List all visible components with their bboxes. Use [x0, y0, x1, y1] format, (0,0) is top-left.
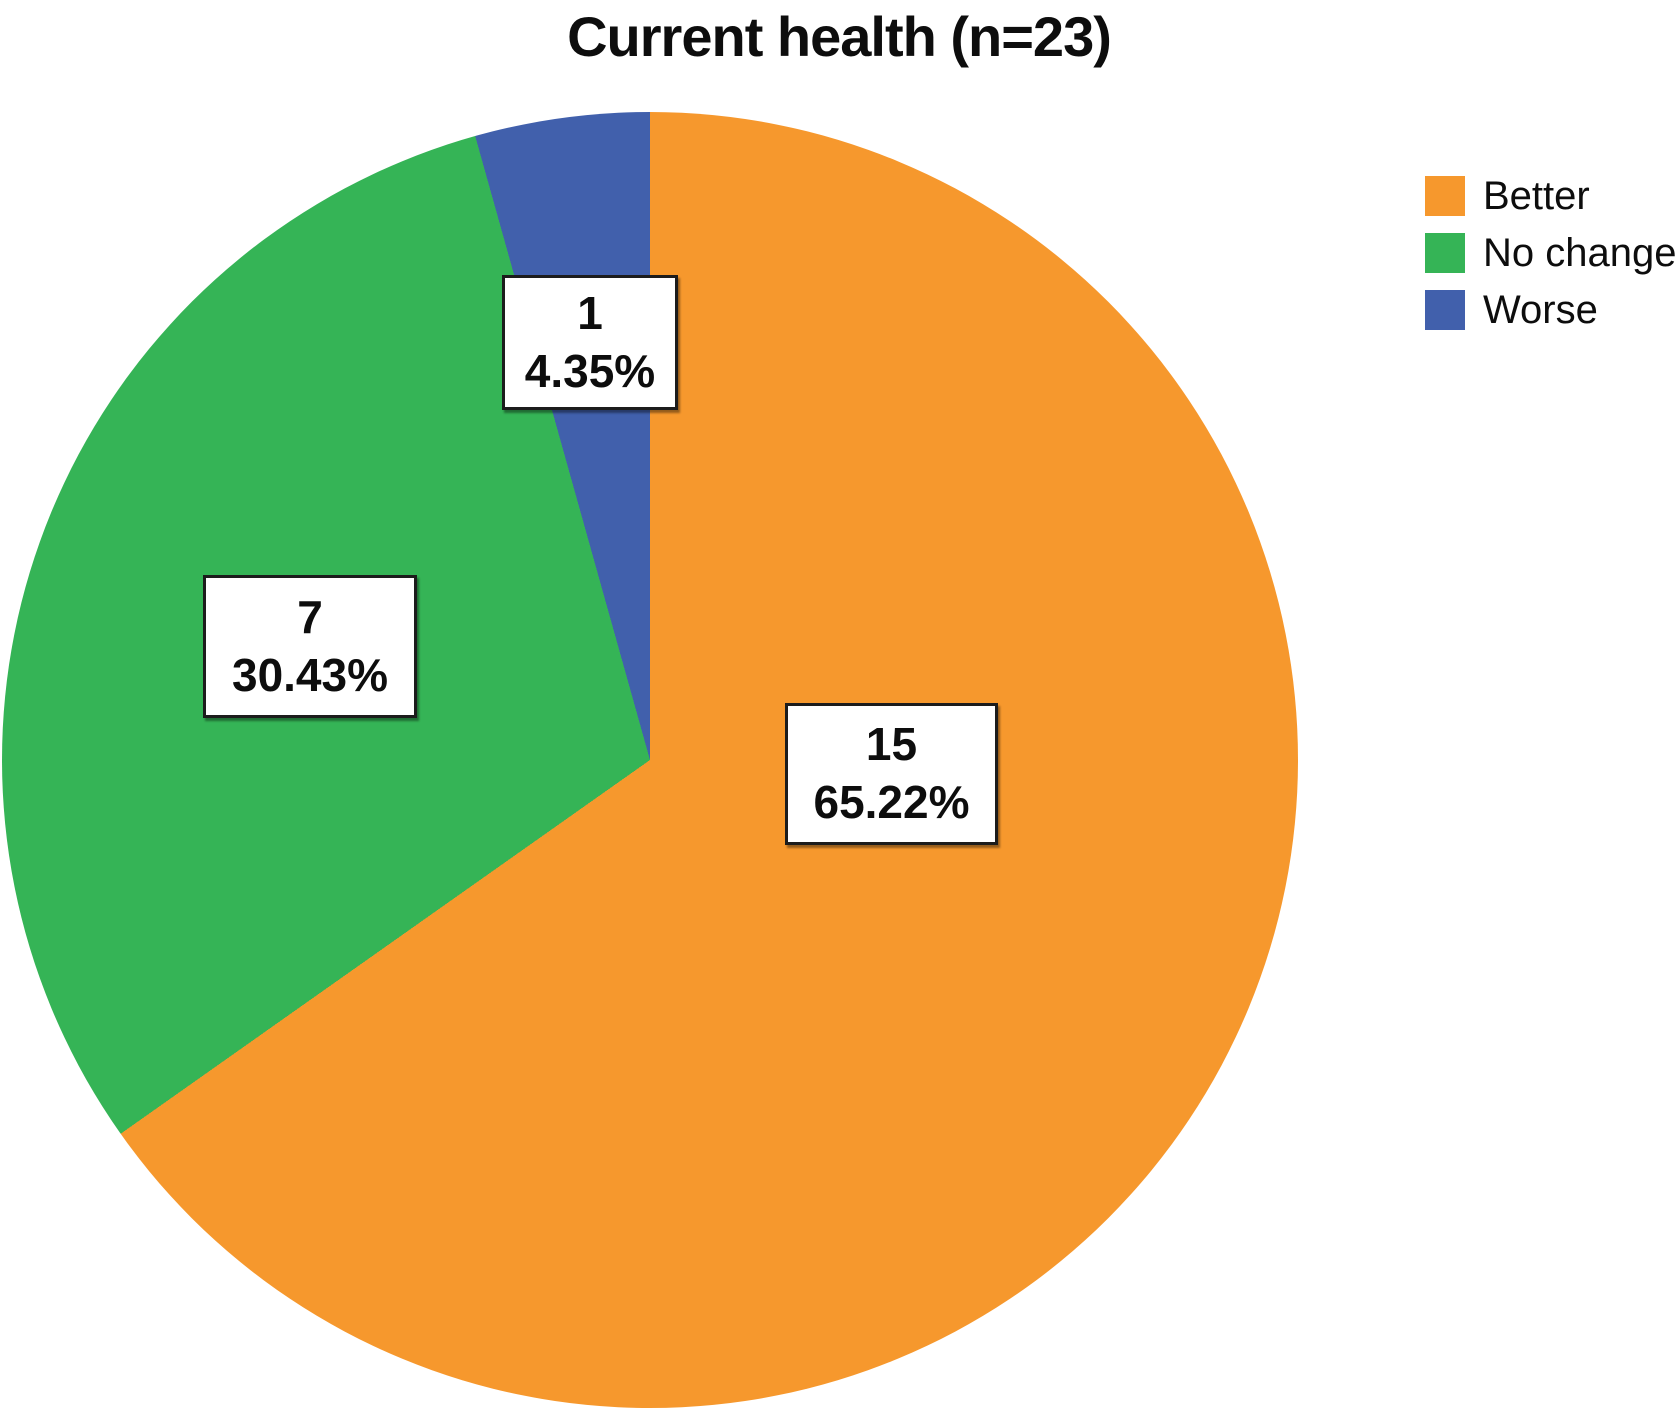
- chart-title: Current health (n=23): [567, 5, 1112, 68]
- slice-percent-better: 65.22%: [813, 776, 970, 828]
- legend: Better No change Worse: [1425, 176, 1676, 330]
- legend-item-better: Better: [1425, 176, 1676, 216]
- legend-swatch-better-icon: [1425, 176, 1465, 216]
- legend-swatch-worse-icon: [1425, 290, 1465, 330]
- slice-label-better: 15 65.22%: [785, 703, 998, 845]
- legend-swatch-no-change-icon: [1425, 233, 1465, 273]
- slice-value-worse: 1: [577, 286, 603, 339]
- legend-label-no-change: No change: [1483, 231, 1677, 275]
- legend-item-no-change: No change: [1425, 233, 1676, 273]
- legend-item-worse: Worse: [1425, 290, 1676, 330]
- legend-label-worse: Worse: [1483, 288, 1598, 332]
- slice-label-no-change: 7 30.43%: [203, 575, 417, 718]
- slice-value-no-change: 7: [297, 590, 323, 643]
- slice-percent-no-change: 30.43%: [231, 648, 388, 701]
- legend-label-better: Better: [1483, 174, 1590, 218]
- slice-value-better: 15: [865, 718, 918, 771]
- slice-label-worse: 1 4.35%: [502, 275, 678, 410]
- slice-percent-worse: 4.35%: [524, 344, 656, 397]
